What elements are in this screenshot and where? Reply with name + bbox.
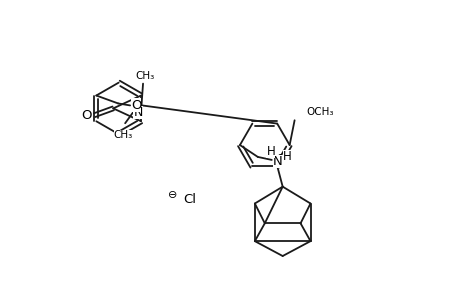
Text: H: H bbox=[283, 150, 291, 164]
Text: H: H bbox=[266, 146, 274, 158]
Text: CH₃: CH₃ bbox=[135, 71, 154, 81]
Text: Cl: Cl bbox=[183, 193, 196, 206]
Text: O: O bbox=[81, 109, 92, 122]
Text: N: N bbox=[131, 98, 140, 111]
Text: O: O bbox=[130, 99, 141, 112]
Text: N: N bbox=[133, 106, 142, 119]
Text: OCH₃: OCH₃ bbox=[306, 107, 333, 117]
Text: N: N bbox=[272, 155, 282, 168]
Text: CH₃: CH₃ bbox=[113, 130, 133, 140]
Text: ⊖: ⊖ bbox=[167, 190, 177, 200]
